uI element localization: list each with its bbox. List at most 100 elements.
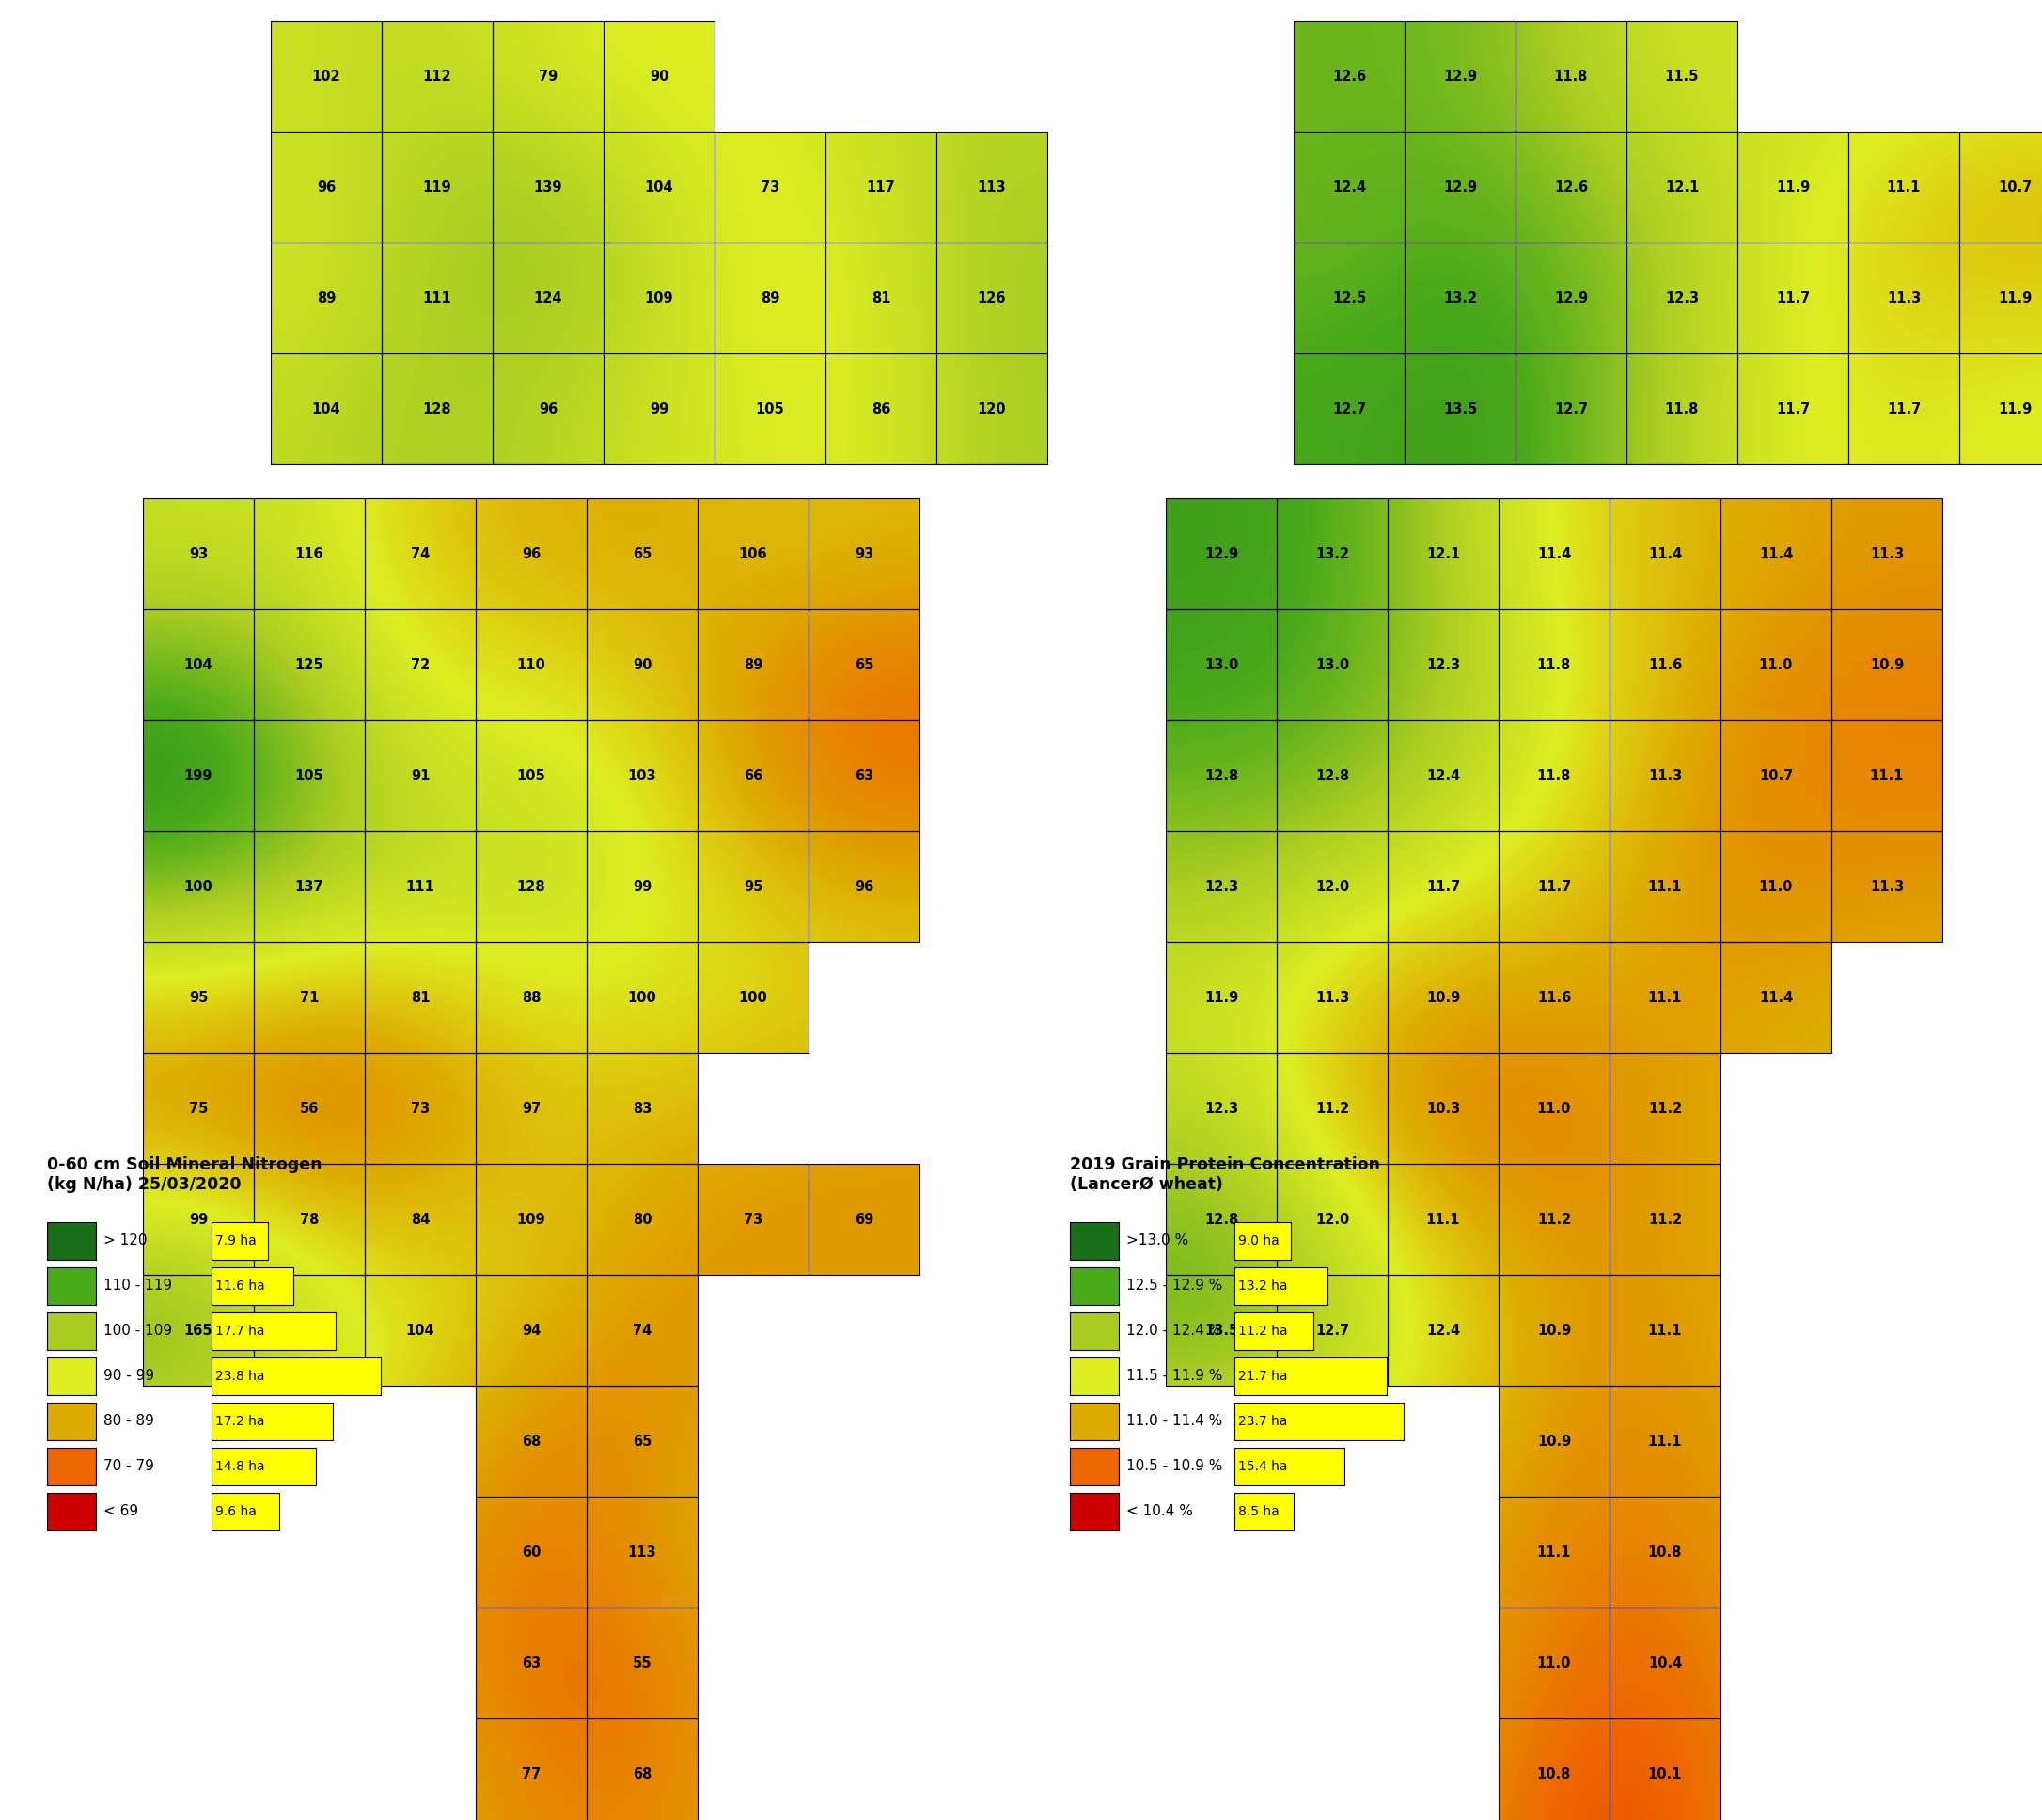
Bar <box>1721 499 1832 610</box>
Bar <box>1627 20 1738 131</box>
Text: 13.2 ha: 13.2 ha <box>1237 1279 1289 1292</box>
Bar <box>1832 610 1942 721</box>
Bar <box>698 1496 809 1607</box>
Text: < 69: < 69 <box>104 1505 139 1518</box>
Text: 10.9: 10.9 <box>1425 990 1460 1005</box>
Text: 118: 118 <box>294 1323 325 1338</box>
Bar <box>476 1054 586 1163</box>
Bar <box>212 1492 280 1531</box>
Bar <box>1958 353 2042 464</box>
Bar <box>809 1163 919 1274</box>
Bar <box>825 242 937 353</box>
Text: 11.6: 11.6 <box>1538 990 1570 1005</box>
Text: 11.0: 11.0 <box>1758 879 1793 894</box>
Bar <box>809 610 919 721</box>
Text: 96: 96 <box>854 879 874 894</box>
Bar <box>1166 610 1276 721</box>
Bar <box>809 1385 919 1496</box>
Bar <box>1499 1163 1609 1274</box>
Bar <box>366 1274 476 1385</box>
Bar <box>715 131 825 242</box>
Text: 11.1: 11.1 <box>1648 1323 1683 1338</box>
Text: 80: 80 <box>633 1212 651 1227</box>
Text: 17.7 ha: 17.7 ha <box>214 1325 265 1338</box>
Text: 86: 86 <box>872 402 890 417</box>
Text: 12.0: 12.0 <box>1315 1212 1350 1227</box>
Bar <box>698 943 809 1054</box>
Text: 12.0 - 12.4 %: 12.0 - 12.4 % <box>1127 1325 1223 1338</box>
Text: 73: 73 <box>410 1101 429 1116</box>
Bar <box>366 832 476 943</box>
Bar <box>1166 1054 1276 1163</box>
Bar <box>1609 1385 1721 1496</box>
Text: 10.9: 10.9 <box>1870 657 1903 672</box>
Text: 199: 199 <box>184 768 212 783</box>
Text: 110: 110 <box>517 657 545 672</box>
Bar <box>1721 1385 1832 1496</box>
Text: 89: 89 <box>743 657 762 672</box>
Bar <box>809 943 919 1054</box>
Text: 93: 93 <box>188 546 208 561</box>
Bar <box>1958 20 2042 131</box>
Text: 139: 139 <box>533 180 562 195</box>
Text: 111: 111 <box>406 879 435 894</box>
Text: < 10.4 %: < 10.4 % <box>1127 1505 1193 1518</box>
Text: 84: 84 <box>410 1212 429 1227</box>
Bar <box>476 1274 586 1385</box>
Bar <box>1389 1054 1499 1163</box>
Bar <box>1609 499 1721 610</box>
Text: 8.5 ha: 8.5 ha <box>1237 1505 1278 1518</box>
Text: 112: 112 <box>423 69 451 84</box>
Bar <box>1499 1496 1609 1607</box>
Bar <box>1738 20 1848 131</box>
Bar <box>1848 20 1958 131</box>
Text: 104: 104 <box>312 402 341 417</box>
Bar <box>937 353 1048 464</box>
Text: 11.0: 11.0 <box>1538 1656 1570 1671</box>
Bar <box>1515 242 1627 353</box>
Bar <box>1627 131 1738 242</box>
Text: 11.4: 11.4 <box>1648 546 1683 561</box>
Text: 11.9: 11.9 <box>1997 402 2032 417</box>
Text: 99: 99 <box>633 879 651 894</box>
Bar <box>1070 1447 1119 1485</box>
Bar <box>366 943 476 1054</box>
Bar <box>715 242 825 353</box>
Text: 12.9: 12.9 <box>1444 180 1476 195</box>
Text: 165: 165 <box>184 1323 212 1338</box>
Bar <box>698 1385 809 1496</box>
Text: 96: 96 <box>317 180 335 195</box>
Bar <box>1405 20 1515 131</box>
Bar <box>604 131 715 242</box>
Text: 68: 68 <box>633 1767 651 1782</box>
Bar <box>476 943 586 1054</box>
Bar <box>1848 242 1958 353</box>
Bar <box>586 721 698 832</box>
Text: 11.0 - 11.4 %: 11.0 - 11.4 % <box>1127 1414 1223 1429</box>
Bar <box>143 1718 253 1820</box>
Bar <box>1295 242 1405 353</box>
Bar <box>1070 1312 1119 1350</box>
Bar <box>698 1163 809 1274</box>
Text: 113: 113 <box>978 180 1007 195</box>
Text: 104: 104 <box>645 180 674 195</box>
Bar <box>1276 1607 1389 1718</box>
Text: 11.4: 11.4 <box>1538 546 1570 561</box>
Text: 11.1: 11.1 <box>1648 990 1683 1005</box>
Bar <box>1405 131 1515 242</box>
Bar <box>382 131 492 242</box>
Text: 11.7: 11.7 <box>1777 291 1809 306</box>
Bar <box>1499 1274 1609 1385</box>
Bar <box>366 1163 476 1274</box>
Text: 128: 128 <box>423 402 451 417</box>
Bar <box>1627 353 1738 464</box>
Bar <box>47 1492 96 1531</box>
Bar <box>1499 1385 1609 1496</box>
Text: 70 - 79: 70 - 79 <box>104 1460 153 1474</box>
Bar <box>253 1607 366 1718</box>
Bar <box>366 1607 476 1718</box>
Text: 68: 68 <box>521 1434 541 1449</box>
Text: 14.8 ha: 14.8 ha <box>214 1460 265 1472</box>
Bar <box>1721 1163 1832 1274</box>
Bar <box>1235 1403 1403 1440</box>
